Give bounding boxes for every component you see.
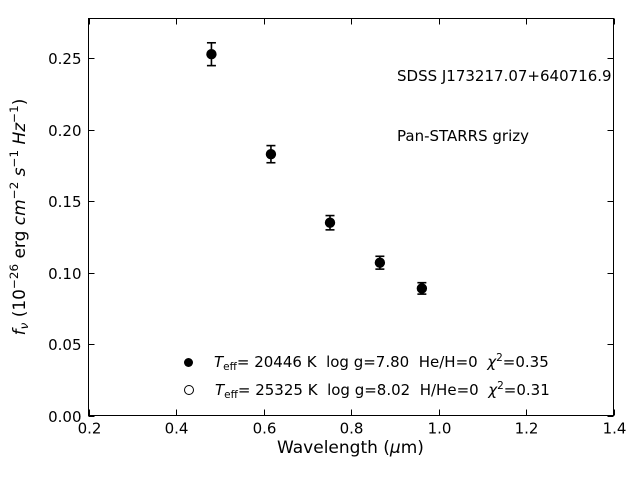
x-tick-label: 1.0 [428,420,452,438]
y-tick-label: 0.25 [48,50,81,68]
legend-label: Teff= 20446 K log g=7.80 He/H=0 χ2=0.35 [214,352,549,373]
data-point [206,49,217,60]
y-tick-label: 0.20 [48,122,81,140]
data-point [324,217,336,228]
y-tick-label: 0.00 [48,408,81,426]
annotation-object-id: SDSS J173217.07+640716.9 [397,67,612,85]
data-point [374,257,386,268]
y-tick-label: 0.15 [48,193,81,211]
x-tick-label: 1.2 [515,420,539,438]
x-tick-label: 0.2 [78,420,102,438]
x-tick-label: 0.6 [253,420,277,438]
x-axis-label: Wavelength (μm) [277,438,424,458]
y-axis-label: fν (10−26 erg cm−2 s−1 Hz−1) [7,98,32,336]
target-annotation: SDSS J173217.07+640716.9 Pan-STARRS griz… [397,26,612,186]
open-circle-icon [184,385,194,395]
annotation-survey: Pan-STARRS grizy [397,127,530,145]
legend-row-model-teff-25325: Teff= 25325 K log g=8.02 H/He=0 χ2=0.31 [184,376,550,404]
x-tick-label: 1.4 [603,420,627,438]
filled-circle-icon [184,357,193,367]
legend-label: Teff= 25325 K log g=8.02 H/He=0 χ2=0.31 [215,380,550,401]
x-tick-label: 0.8 [340,420,364,438]
data-point [265,148,277,160]
y-tick-label: 0.05 [48,336,81,354]
y-tick-label: 0.10 [48,265,81,283]
legend: Teff= 20446 K log g=7.80 He/H=0 χ2=0.35 T… [184,348,550,404]
legend-row-model-teff-20446: Teff= 20446 K log g=7.80 He/H=0 χ2=0.35 [184,348,550,376]
data-point [416,283,428,294]
x-tick-label: 0.4 [165,420,189,438]
